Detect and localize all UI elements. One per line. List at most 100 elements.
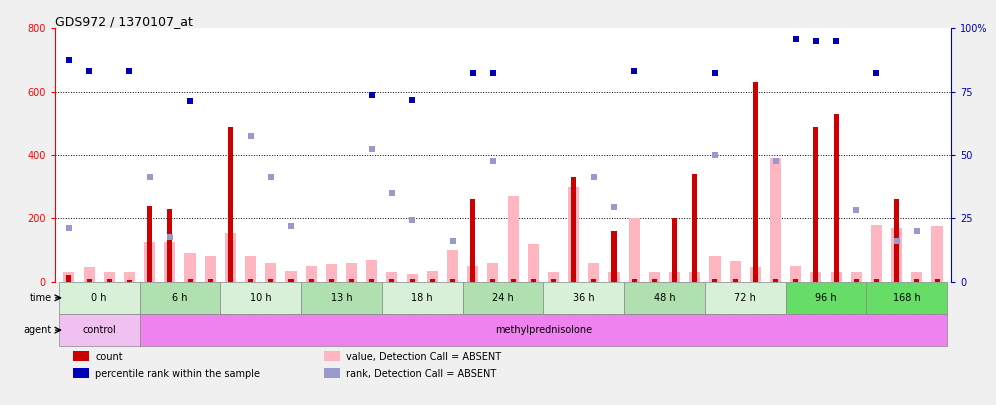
- Bar: [462, 282, 544, 314]
- Bar: [268, 279, 273, 282]
- Bar: [831, 272, 842, 282]
- Text: percentile rank within the sample: percentile rank within the sample: [96, 369, 260, 379]
- Bar: [612, 231, 617, 282]
- Bar: [470, 199, 475, 282]
- Bar: [528, 244, 539, 282]
- Text: 13 h: 13 h: [331, 293, 353, 303]
- Bar: [911, 272, 922, 282]
- Bar: [609, 272, 620, 282]
- Bar: [326, 264, 337, 282]
- Bar: [324, 368, 340, 378]
- Bar: [228, 126, 233, 282]
- Bar: [851, 272, 862, 282]
- Bar: [346, 263, 358, 282]
- Bar: [59, 314, 139, 346]
- Bar: [205, 256, 216, 282]
- Bar: [164, 242, 175, 282]
- Bar: [184, 253, 195, 282]
- Bar: [430, 279, 435, 282]
- Bar: [873, 279, 879, 282]
- Bar: [147, 206, 152, 282]
- Bar: [126, 280, 132, 282]
- Bar: [450, 279, 455, 282]
- Text: agent: agent: [24, 325, 52, 335]
- Bar: [834, 114, 839, 282]
- Bar: [87, 279, 92, 282]
- Text: count: count: [96, 352, 123, 362]
- Bar: [289, 279, 294, 282]
- Bar: [220, 282, 301, 314]
- Bar: [548, 272, 559, 282]
- Bar: [508, 196, 519, 282]
- Bar: [386, 272, 397, 282]
- Bar: [208, 279, 213, 282]
- Bar: [447, 250, 458, 282]
- Bar: [786, 282, 867, 314]
- Bar: [750, 267, 761, 282]
- Bar: [367, 260, 377, 282]
- Text: control: control: [83, 325, 117, 335]
- Bar: [689, 272, 700, 282]
- Bar: [309, 279, 314, 282]
- Bar: [867, 282, 947, 314]
- Bar: [592, 279, 597, 282]
- Text: methylprednisolone: methylprednisolone: [495, 325, 592, 335]
- Bar: [306, 266, 317, 282]
- Text: 0 h: 0 h: [92, 293, 107, 303]
- Bar: [144, 242, 155, 282]
- Bar: [139, 282, 220, 314]
- Text: 96 h: 96 h: [815, 293, 837, 303]
- Bar: [914, 279, 919, 282]
- Bar: [624, 282, 705, 314]
- Bar: [490, 279, 495, 282]
- Text: 168 h: 168 h: [892, 293, 920, 303]
- Bar: [381, 282, 462, 314]
- Bar: [265, 263, 276, 282]
- Bar: [329, 279, 334, 282]
- Bar: [487, 263, 498, 282]
- Bar: [167, 209, 172, 282]
- Bar: [651, 279, 657, 282]
- Bar: [705, 282, 786, 314]
- Bar: [571, 177, 576, 282]
- Bar: [712, 279, 717, 282]
- Bar: [409, 279, 414, 282]
- Text: 6 h: 6 h: [172, 293, 187, 303]
- Bar: [790, 266, 801, 282]
- Text: 18 h: 18 h: [411, 293, 433, 303]
- Text: 10 h: 10 h: [250, 293, 272, 303]
- Bar: [389, 279, 394, 282]
- Bar: [773, 279, 778, 282]
- Bar: [187, 279, 192, 282]
- Bar: [349, 279, 355, 282]
- Bar: [669, 272, 680, 282]
- Text: value, Detection Call = ABSENT: value, Detection Call = ABSENT: [347, 352, 501, 362]
- Bar: [245, 256, 256, 282]
- Bar: [406, 274, 417, 282]
- Bar: [934, 279, 939, 282]
- Bar: [894, 199, 899, 282]
- Bar: [730, 261, 741, 282]
- Bar: [426, 271, 438, 282]
- Bar: [814, 126, 819, 282]
- Bar: [73, 368, 89, 378]
- Bar: [672, 218, 677, 282]
- Bar: [73, 351, 89, 361]
- Bar: [324, 351, 340, 361]
- Bar: [248, 279, 253, 282]
- Text: 36 h: 36 h: [573, 293, 595, 303]
- Bar: [854, 279, 859, 282]
- Bar: [370, 279, 374, 282]
- Text: 24 h: 24 h: [492, 293, 514, 303]
- Bar: [931, 226, 942, 282]
- Text: rank, Detection Call = ABSENT: rank, Detection Call = ABSENT: [347, 369, 496, 379]
- Bar: [124, 272, 135, 282]
- Bar: [631, 279, 636, 282]
- Bar: [811, 272, 822, 282]
- Bar: [544, 282, 624, 314]
- Bar: [793, 279, 798, 282]
- Bar: [64, 272, 75, 282]
- Bar: [648, 272, 660, 282]
- Bar: [225, 232, 236, 282]
- Bar: [628, 218, 639, 282]
